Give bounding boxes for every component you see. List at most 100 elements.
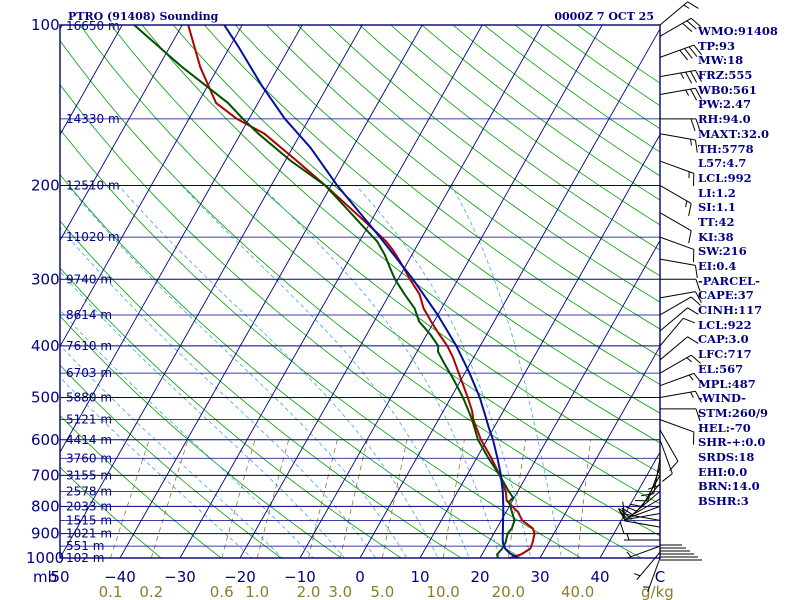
wind-barb-staff xyxy=(659,296,692,316)
wind-barb-flag xyxy=(687,336,699,344)
pressure-unit-label: mb xyxy=(33,568,57,586)
pressure-label: 600 xyxy=(31,431,60,449)
sounding-index: EHI:0.0 xyxy=(698,464,748,479)
sounding-index: TT:42 xyxy=(698,214,735,229)
mixing-ratio-label: 3.0 xyxy=(328,583,352,600)
wind-barb-halfflag xyxy=(626,533,630,541)
wind-barb-flag xyxy=(629,503,643,508)
wind-barb xyxy=(659,354,701,374)
wind-barb-flag xyxy=(682,22,693,33)
wind-barb xyxy=(619,521,660,535)
isotherm xyxy=(599,451,660,558)
dry-adiabat xyxy=(266,25,660,330)
wind-barb-flag xyxy=(662,473,673,482)
wind-barb-staff xyxy=(659,354,692,374)
temperature-tick-label: 50 xyxy=(50,568,69,586)
wind-barb xyxy=(619,498,661,518)
height-label: 2578 m xyxy=(66,484,112,498)
wind-barb-staff xyxy=(659,336,688,361)
wind-barb-staff xyxy=(659,307,688,332)
height-label: 551 m xyxy=(66,539,104,553)
wind-barb-flag xyxy=(695,118,701,132)
wind-barb-staff xyxy=(659,160,694,174)
height-label: 102 m xyxy=(66,551,104,565)
mixing-ratio-label: 0.2 xyxy=(139,583,163,600)
moist-adiabat xyxy=(60,344,283,558)
wind-barb-halfflag xyxy=(680,72,685,79)
sounding-index: LI:1.2 xyxy=(698,185,736,200)
height-label: 4414 m xyxy=(66,433,112,447)
chart-valid-time: 0000Z 7 OCT 25 xyxy=(554,10,654,23)
wind-barb-staff xyxy=(647,557,661,592)
sounding-profiles xyxy=(133,25,536,558)
wind-barb-flag xyxy=(686,20,697,30)
height-label: 5121 m xyxy=(66,413,112,427)
dry-adiabat xyxy=(60,415,222,558)
wind-barb xyxy=(635,466,661,502)
wind-barb xyxy=(617,505,661,520)
parcel-profile xyxy=(223,25,520,558)
mixing-ratio-label: 2.0 xyxy=(297,583,321,600)
sounding-index: PW:2.47 xyxy=(698,97,752,112)
sounding-index: MAXT:32.0 xyxy=(698,126,769,141)
sounding-index: TP:93 xyxy=(698,38,736,53)
isotherm xyxy=(419,133,660,558)
sounding-index: WMO:91408 xyxy=(698,24,778,38)
wind-barb-flag xyxy=(647,484,661,490)
temperature-tick-label: −10 xyxy=(284,568,316,586)
wind-barb xyxy=(659,258,698,279)
dry-adiabat xyxy=(141,25,660,444)
dry-adiabat xyxy=(60,466,162,558)
pressure-label: 900 xyxy=(31,525,60,543)
mixing-ratio-line xyxy=(339,439,368,558)
isotherm xyxy=(539,345,660,558)
sounding-index: CINH:117 xyxy=(698,303,763,318)
sounding-index: LCL:922 xyxy=(698,317,752,332)
sounding-index: LCL:992 xyxy=(698,170,752,185)
wind-barb xyxy=(659,69,702,84)
sounding-index: FRZ:555 xyxy=(698,68,753,83)
height-label: 12510 m xyxy=(66,178,120,192)
moist-adiabat xyxy=(181,185,470,558)
mixing-ratio-unit: g/kg xyxy=(641,583,674,600)
wind-barb-staff xyxy=(659,372,694,387)
wind-barb-staff xyxy=(659,317,684,347)
wind-barb-staff xyxy=(659,419,694,433)
height-label: 1021 m xyxy=(66,527,112,541)
wind-barb xyxy=(659,133,698,153)
dewpoint-profile xyxy=(133,25,516,558)
wind-barb-flag xyxy=(688,203,692,216)
wind-barb-halfflag xyxy=(685,200,688,208)
wind-barb xyxy=(643,557,661,592)
height-label: 2033 m xyxy=(66,499,112,513)
sounding-index: L57:4.7 xyxy=(698,156,747,171)
wind-barb-flag xyxy=(687,307,699,315)
wind-barb xyxy=(659,212,692,244)
wind-barb-staff xyxy=(659,185,692,204)
moist-adiabat xyxy=(60,226,377,558)
wind-barb xyxy=(659,439,673,482)
wind-barb-halfflag xyxy=(686,357,692,363)
mixing-ratio-line xyxy=(507,439,527,558)
wind-barb-flag xyxy=(695,70,702,82)
pressure-label: 300 xyxy=(31,270,60,288)
temperature-tick-label: 30 xyxy=(530,568,549,586)
wind-barb-staff xyxy=(626,545,661,559)
dry-adiabat xyxy=(328,25,660,277)
isotherm xyxy=(60,25,123,136)
wind-barb xyxy=(621,491,661,515)
moist-adiabat xyxy=(60,376,253,558)
wind-barb-flag xyxy=(695,408,701,422)
height-label: 11020 m xyxy=(66,230,120,244)
wind-barb-flag xyxy=(622,501,626,515)
dry-adiabat xyxy=(60,267,402,558)
dry-adiabat xyxy=(60,220,462,558)
isotherm xyxy=(239,25,543,558)
mixing-ratio-label: 40.0 xyxy=(561,583,594,600)
height-label: 5880 m xyxy=(66,391,112,405)
wind-barb-staff xyxy=(624,513,661,521)
wind-barb-flag xyxy=(682,317,696,324)
wind-barb-flag xyxy=(690,17,701,28)
moist-adiabat xyxy=(451,185,562,558)
